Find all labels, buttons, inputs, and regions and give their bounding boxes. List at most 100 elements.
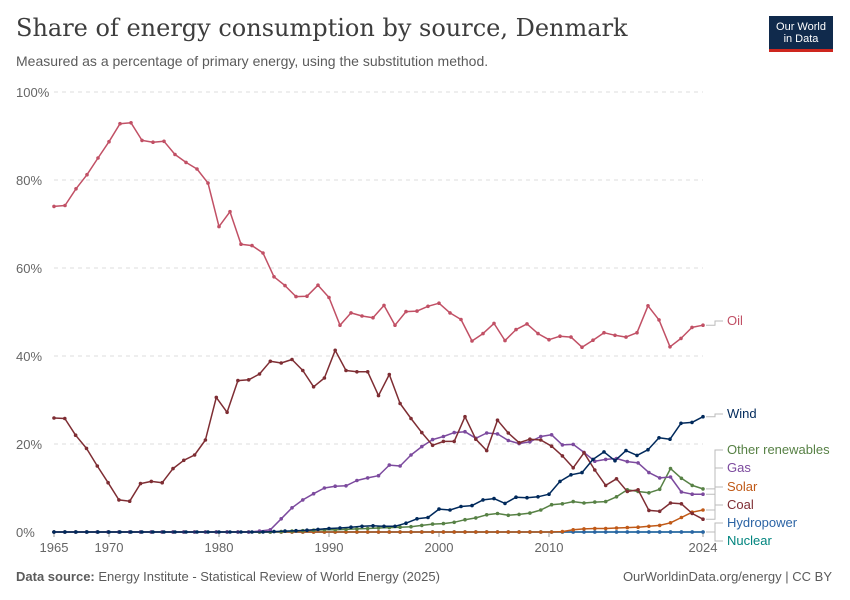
- data-point: [382, 524, 386, 529]
- data-point: [294, 294, 298, 299]
- data-point: [448, 311, 452, 315]
- data-point: [593, 468, 597, 472]
- data-point: [192, 453, 197, 457]
- data-point: [236, 378, 240, 383]
- data-point: [437, 507, 441, 511]
- data-point: [360, 524, 364, 529]
- data-point: [625, 530, 630, 534]
- footer-credit[interactable]: OurWorldinData.org/energy | CC BY: [622, 569, 832, 584]
- data-point: [203, 438, 208, 442]
- data-point: [344, 530, 348, 534]
- data-point: [344, 368, 348, 373]
- data-point: [74, 187, 78, 191]
- data-point: [173, 152, 177, 157]
- data-point: [484, 513, 489, 517]
- series-line-wind: [54, 416, 704, 533]
- data-point: [470, 503, 474, 508]
- data-point: [539, 434, 543, 439]
- data-point: [63, 203, 67, 208]
- data-point: [279, 517, 284, 521]
- data-point: [118, 530, 122, 534]
- data-point: [614, 526, 619, 530]
- data-point: [625, 525, 630, 530]
- data-point: [602, 330, 606, 335]
- data-point: [668, 437, 672, 442]
- data-point: [420, 530, 424, 534]
- x-tick-label: 2010: [535, 540, 564, 555]
- data-point: [349, 525, 353, 529]
- data-point: [657, 436, 661, 440]
- data-point: [517, 530, 521, 534]
- x-tick-label: 1965: [40, 540, 69, 555]
- data-point: [301, 498, 305, 502]
- data-point: [463, 414, 467, 419]
- data-point: [624, 335, 628, 339]
- data-point: [344, 484, 348, 488]
- data-point: [430, 443, 435, 448]
- data-point: [365, 370, 370, 374]
- data-point: [668, 530, 673, 534]
- data-point: [549, 530, 554, 534]
- legend-label: Solar: [727, 479, 758, 494]
- data-point: [495, 530, 500, 534]
- legend-label: Coal: [727, 497, 754, 512]
- data-point: [415, 309, 419, 313]
- data-point: [409, 530, 413, 534]
- data-point: [415, 517, 419, 521]
- data-source-text[interactable]: Energy Institute - Statistical Review of…: [98, 569, 440, 584]
- data-point: [290, 357, 294, 362]
- data-point: [74, 530, 78, 534]
- data-point: [539, 508, 543, 512]
- data-point: [206, 530, 210, 534]
- logo-line2: in Data: [783, 33, 819, 45]
- data-point: [452, 430, 457, 435]
- data-point: [528, 511, 532, 515]
- data-point: [272, 529, 276, 534]
- data-point: [311, 491, 316, 496]
- data-point: [387, 372, 392, 377]
- data-point: [322, 486, 327, 490]
- data-point: [349, 311, 353, 315]
- data-point: [420, 444, 424, 449]
- data-point: [701, 487, 705, 491]
- data-point: [528, 530, 532, 534]
- data-point: [160, 480, 164, 485]
- data-point: [355, 370, 359, 374]
- data-point: [344, 527, 348, 532]
- data-point: [398, 401, 402, 406]
- data-point: [52, 416, 56, 420]
- data-point: [430, 530, 435, 534]
- data-point: [647, 530, 651, 534]
- data-point: [547, 492, 551, 497]
- data-point: [560, 502, 565, 506]
- legend-connector: [706, 522, 723, 533]
- data-point: [409, 524, 413, 529]
- data-point: [539, 438, 543, 442]
- data-point: [96, 156, 100, 160]
- data-point: [365, 476, 370, 480]
- data-point: [580, 470, 584, 475]
- legend-label: Gas: [727, 460, 751, 475]
- data-point: [365, 530, 370, 534]
- data-point: [582, 527, 586, 531]
- y-tick-label: 60%: [16, 261, 42, 276]
- data-point: [441, 521, 446, 526]
- data-point: [441, 439, 446, 444]
- data-point: [646, 304, 650, 308]
- data-point: [647, 470, 651, 475]
- data-point: [690, 483, 694, 488]
- data-point: [560, 443, 565, 447]
- data-point: [217, 224, 221, 229]
- data-point: [376, 526, 381, 530]
- owid-logo[interactable]: Our World in Data: [769, 16, 833, 52]
- data-point: [603, 499, 608, 504]
- data-point: [171, 466, 175, 471]
- data-point: [528, 440, 532, 444]
- data-point: [582, 451, 586, 455]
- data-point: [327, 526, 331, 531]
- data-point: [387, 530, 392, 534]
- data-point: [668, 345, 672, 349]
- data-point: [549, 433, 554, 437]
- data-point: [647, 524, 651, 529]
- data-point: [593, 526, 597, 531]
